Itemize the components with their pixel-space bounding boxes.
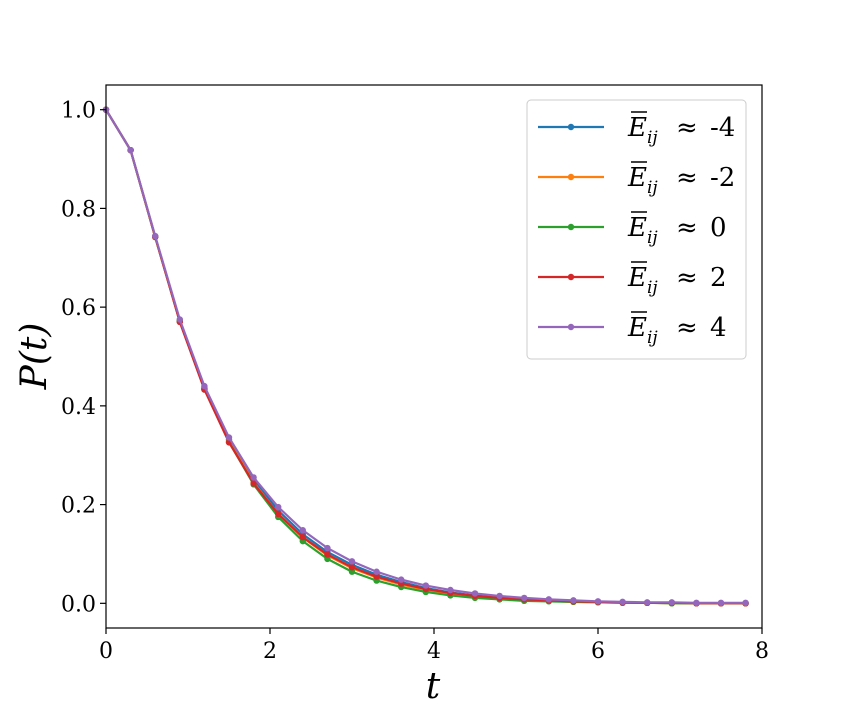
data-point <box>447 586 454 594</box>
legend-marker <box>567 173 575 181</box>
data-point <box>201 382 208 390</box>
x-tick-label: 6 <box>591 639 605 664</box>
data-point <box>127 146 134 154</box>
y-tick-label: 0.0 <box>61 592 96 617</box>
legend-symbol: E <box>627 263 647 293</box>
legend-subscript: ij <box>647 228 658 248</box>
legend-marker <box>567 273 575 281</box>
x-tick-label: 0 <box>99 639 113 664</box>
legend-symbol: E <box>627 213 647 243</box>
data-point <box>373 573 380 580</box>
data-point <box>742 599 749 607</box>
data-point <box>668 599 675 606</box>
y-tick-label: 0.4 <box>61 395 96 420</box>
legend-value: 2 <box>710 263 727 293</box>
legend-value: 0 <box>710 213 727 243</box>
legend-value: -4 <box>710 113 735 143</box>
data-point <box>324 544 331 552</box>
legend-approx: ≈ <box>676 213 698 243</box>
data-point <box>275 503 282 511</box>
legend-approx: ≈ <box>676 163 698 193</box>
legend-subscript: ij <box>647 128 658 148</box>
legend-value: 4 <box>710 313 727 343</box>
data-point <box>373 568 380 575</box>
y-tick-label: 0.8 <box>61 197 96 222</box>
legend-marker <box>567 223 575 231</box>
data-point <box>570 597 577 604</box>
series-4 <box>102 106 749 607</box>
data-point <box>348 568 356 575</box>
data-point <box>619 598 626 606</box>
legend-symbol: E <box>627 163 647 193</box>
data-point <box>545 596 552 603</box>
data-point <box>250 474 257 481</box>
legend-subscript: ij <box>647 178 658 198</box>
data-point <box>299 533 306 541</box>
legend-approx: ≈ <box>676 113 698 143</box>
x-tick-label: 4 <box>427 639 441 664</box>
data-point <box>152 232 159 240</box>
data-point <box>496 592 503 600</box>
legend-marker <box>567 123 575 131</box>
data-point <box>422 582 429 589</box>
legend-approx: ≈ <box>676 263 698 293</box>
series-layer <box>102 106 749 607</box>
data-point <box>594 598 602 605</box>
legend-symbol: E <box>627 313 647 343</box>
data-point <box>717 599 725 607</box>
legend-symbol: E <box>627 113 647 143</box>
y-tick-label: 0.6 <box>61 296 96 321</box>
y-axis-label: P(t) <box>14 323 55 391</box>
legend-marker <box>567 323 575 331</box>
data-point <box>348 564 356 571</box>
data-point <box>176 316 183 323</box>
data-point <box>275 510 282 518</box>
legend-subscript: ij <box>647 328 658 348</box>
x-axis-label: t <box>426 666 441 706</box>
data-point <box>324 551 331 558</box>
legend-frame <box>526 99 747 360</box>
y-tick-label: 1.0 <box>61 99 96 124</box>
data-point <box>471 590 479 597</box>
x-tick-label: 2 <box>263 639 277 664</box>
legend-value: -2 <box>710 163 735 193</box>
data-point <box>693 599 700 607</box>
x-tick-label: 8 <box>755 639 769 664</box>
data-point <box>250 480 257 487</box>
legend-subscript: ij <box>647 278 658 298</box>
data-point <box>521 594 528 602</box>
data-point <box>644 599 651 606</box>
data-point <box>299 527 306 534</box>
data-point <box>324 555 331 563</box>
ticks-layer: 0 2 4 6 8 0.0 0.2 0.4 0.6 0.8 1.0 <box>61 99 769 664</box>
data-point <box>398 576 405 583</box>
data-point <box>348 558 356 565</box>
legend-approx: ≈ <box>676 313 698 343</box>
data-point <box>225 434 233 441</box>
y-tick-label: 0.2 <box>61 494 96 519</box>
